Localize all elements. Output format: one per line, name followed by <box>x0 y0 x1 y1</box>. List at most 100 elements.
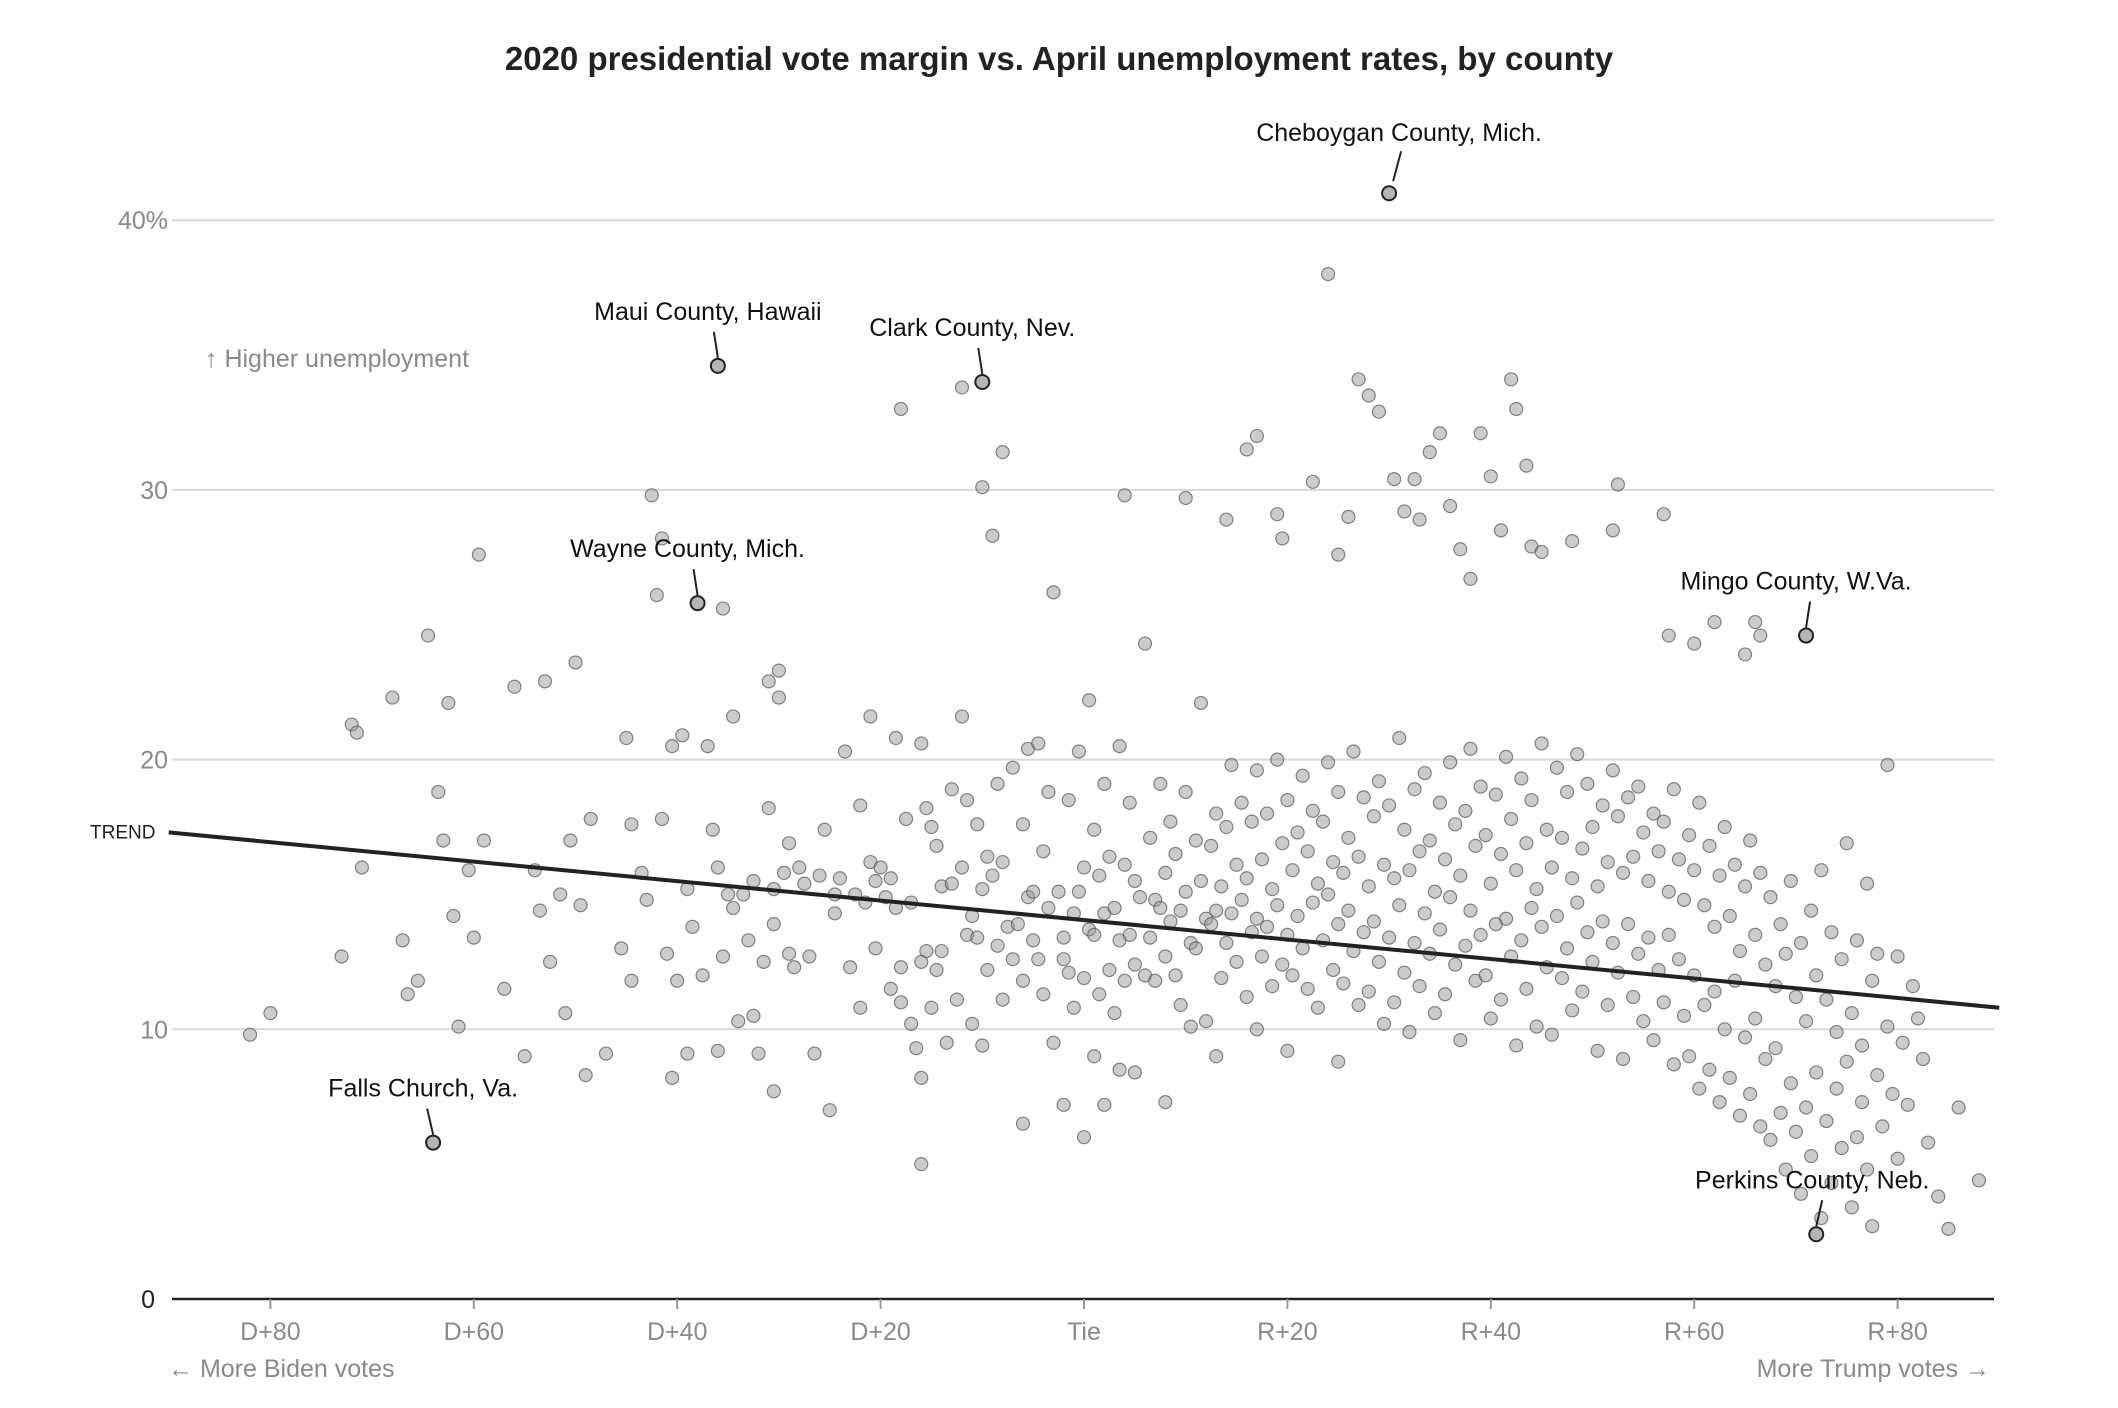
data-point <box>1254 852 1270 867</box>
data-point <box>975 881 990 897</box>
data-point <box>1493 992 1509 1007</box>
data-point <box>680 1046 695 1061</box>
data-point <box>746 873 761 889</box>
data-point <box>1076 860 1092 875</box>
data-point <box>1254 949 1270 964</box>
data-point <box>1758 1051 1773 1067</box>
data-point <box>1015 1116 1031 1131</box>
data-point <box>446 908 461 924</box>
data-point <box>1143 830 1158 845</box>
data-point <box>1249 763 1264 778</box>
data-point <box>1402 1024 1417 1040</box>
data-point <box>1015 817 1031 832</box>
data-point <box>1331 917 1346 932</box>
data-point <box>1041 900 1056 916</box>
data-point <box>1722 1070 1737 1085</box>
data-point <box>1493 846 1509 862</box>
data-point <box>1839 836 1854 851</box>
data-point <box>1600 854 1615 870</box>
data-point <box>507 679 522 694</box>
data-point <box>1193 873 1209 889</box>
annotation-leader-line <box>977 347 984 375</box>
data-point <box>1641 930 1656 945</box>
data-point <box>1712 1095 1727 1110</box>
data-point <box>1153 900 1168 916</box>
data-point <box>1763 1132 1778 1147</box>
data-point <box>1397 504 1412 519</box>
trend-label: TREND <box>90 822 155 843</box>
data-point <box>1854 1095 1870 1110</box>
data-point <box>568 655 583 670</box>
data-point <box>1102 962 1117 978</box>
data-point <box>410 973 425 988</box>
data-point <box>1188 833 1203 848</box>
data-point <box>1331 547 1346 562</box>
data-point <box>420 628 436 643</box>
data-point <box>888 730 903 746</box>
data-point <box>578 1068 593 1083</box>
data-point <box>1122 927 1137 943</box>
data-point <box>1107 900 1122 916</box>
x-direction-label-left: ← More Biden votes <box>168 1355 395 1383</box>
data-point <box>1443 890 1458 905</box>
data-point <box>746 1008 761 1023</box>
data-point <box>644 488 659 503</box>
y-tick-label: 10 <box>140 1016 168 1044</box>
data-point <box>1804 903 1819 918</box>
data-point <box>954 860 970 875</box>
data-point <box>1188 941 1203 956</box>
data-point <box>1473 927 1488 943</box>
data-point <box>1376 1016 1392 1032</box>
data-point <box>1244 814 1259 829</box>
data-point <box>1112 1062 1127 1077</box>
trend-line <box>168 830 2000 1010</box>
data-point <box>1422 833 1437 848</box>
data-point <box>1270 898 1285 913</box>
data-point <box>1707 614 1722 630</box>
data-point <box>1305 803 1320 818</box>
data-point <box>1127 957 1142 972</box>
data-point <box>990 938 1005 953</box>
data-point <box>1529 881 1544 897</box>
data-point <box>1493 523 1509 538</box>
y-direction-label: ↑ Higher unemployment <box>205 345 469 373</box>
data-point <box>1859 1162 1875 1177</box>
annotation-leader-line <box>712 331 719 358</box>
data-point <box>1387 871 1402 886</box>
data-point <box>497 981 512 996</box>
data-point <box>1478 828 1493 843</box>
data-point <box>720 887 736 902</box>
data-point <box>619 730 634 746</box>
data-point <box>1102 849 1117 864</box>
data-point <box>1031 736 1046 751</box>
data-point <box>1631 946 1646 961</box>
data-point <box>1036 844 1051 859</box>
data-point <box>1646 806 1661 821</box>
data-point <box>1717 1022 1732 1037</box>
data-point <box>1529 1019 1544 1034</box>
data-point <box>1793 935 1809 951</box>
data-point <box>1198 1014 1214 1029</box>
data-point <box>853 798 868 813</box>
data-point <box>1076 970 1092 986</box>
data-point <box>1844 1200 1859 1215</box>
annotation-point <box>709 357 726 374</box>
annotation-label: Falls Church, Va. <box>328 1075 518 1103</box>
data-point <box>1351 849 1366 864</box>
data-point <box>1763 890 1778 905</box>
data-point <box>1722 908 1737 924</box>
data-point <box>1310 1000 1326 1015</box>
data-point <box>1371 774 1387 789</box>
data-point <box>1534 544 1549 560</box>
data-point <box>263 1006 278 1021</box>
trend: TREND <box>90 822 2000 1010</box>
data-point <box>1666 782 1681 797</box>
data-point <box>1849 1130 1865 1145</box>
data-point <box>1117 857 1132 872</box>
data-point <box>1148 973 1163 988</box>
data-point <box>802 949 817 964</box>
data-point <box>1880 1019 1895 1034</box>
data-point <box>1209 806 1224 821</box>
data-point <box>1432 426 1448 441</box>
data-point <box>1132 890 1148 905</box>
